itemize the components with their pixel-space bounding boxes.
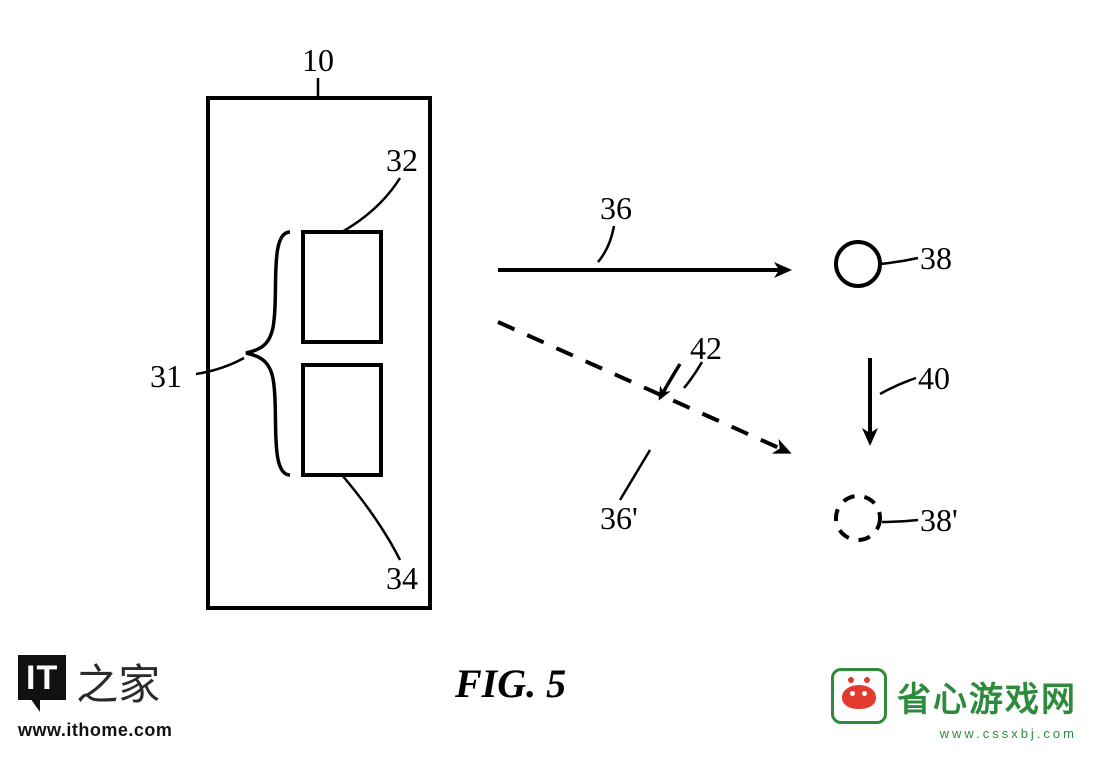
leader-31: [196, 358, 244, 374]
label-36p: 36': [600, 500, 638, 537]
leader-34: [342, 475, 400, 560]
watermark-ithome-url: www.ithome.com: [18, 720, 172, 741]
watermark-ithome: IT 之家 www.ithome.com: [18, 653, 172, 741]
component-32: [303, 232, 381, 342]
figure-title: FIG. 5: [455, 660, 566, 707]
watermark-cssxbj-url: www.cssxbj.com: [831, 726, 1077, 741]
leader-38p: [882, 520, 918, 522]
watermark-cssxbj: 省心游戏网 www.cssxbj.com: [831, 668, 1077, 741]
label-40: 40: [918, 360, 950, 397]
leader-32: [342, 178, 400, 232]
label-31: 31: [150, 358, 182, 395]
arrow-36-prime: [498, 322, 788, 452]
label-38: 38: [920, 240, 952, 277]
target-38: [836, 242, 880, 286]
watermark-ithome-badge: IT: [18, 655, 66, 700]
leader-38: [880, 258, 918, 264]
crab-icon: [831, 668, 887, 724]
figure-canvas: 10 32 31 34 36 36' 38 38' 40 42 FIG. 5: [0, 0, 1095, 759]
watermark-cssxbj-name: 省心游戏网: [897, 672, 1077, 721]
component-34: [303, 365, 381, 475]
label-34: 34: [386, 560, 418, 597]
label-38p: 38': [920, 502, 958, 539]
label-32: 32: [386, 142, 418, 179]
leader-36p: [620, 450, 650, 500]
leader-40: [880, 378, 916, 394]
target-38-prime: [836, 496, 880, 540]
label-10: 10: [302, 42, 334, 79]
watermark-ithome-name: 之家: [76, 651, 160, 712]
label-36: 36: [600, 190, 632, 227]
leader-36: [598, 226, 614, 262]
brace-31: [246, 232, 290, 475]
label-42: 42: [690, 330, 722, 367]
arrow-42: [660, 364, 680, 398]
